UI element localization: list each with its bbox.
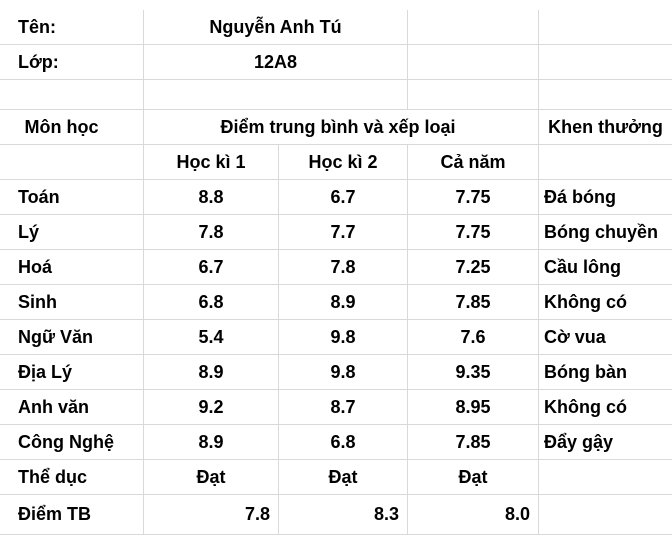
header-scores-group: Điểm trung bình và xếp loại <box>144 110 539 145</box>
sem2-score-cell: Đạt <box>279 460 408 495</box>
reward-cell: Đá bóng <box>539 180 672 215</box>
subject-cell: Lý <box>0 215 144 250</box>
reward-cell: Không có <box>539 285 672 320</box>
year-score-cell: 7.75 <box>408 215 539 250</box>
empty-cell <box>408 80 539 110</box>
subject-cell: Toán <box>0 180 144 215</box>
header-year: Cả năm <box>408 145 539 180</box>
empty-cell <box>408 10 539 45</box>
empty-cell <box>144 80 408 110</box>
header-reward: Khen thưởng <box>539 110 672 145</box>
reward-cell: Bóng bàn <box>539 355 672 390</box>
sem2-score-cell: 9.8 <box>279 355 408 390</box>
sem1-score-cell: 5.4 <box>144 320 279 355</box>
sem1-score-cell: 7.8 <box>144 215 279 250</box>
reward-cell: Cờ vua <box>539 320 672 355</box>
sem1-score-cell: 6.8 <box>144 285 279 320</box>
average-sem1: 7.8 <box>144 495 279 535</box>
empty-cell <box>539 10 672 45</box>
header-sem1: Học kì 1 <box>144 145 279 180</box>
empty-cell <box>0 80 144 110</box>
reward-cell: Không có <box>539 390 672 425</box>
reward-cell <box>539 460 672 495</box>
header-subject: Môn học <box>0 110 144 145</box>
sem2-score-cell: 7.7 <box>279 215 408 250</box>
average-label: Điểm TB <box>0 495 144 535</box>
empty-cell <box>539 80 672 110</box>
average-year: 8.0 <box>408 495 539 535</box>
empty-cell <box>0 145 144 180</box>
empty-cell <box>539 495 672 535</box>
subject-cell: Thể dục <box>0 460 144 495</box>
class-label: Lớp: <box>0 45 144 80</box>
sem2-score-cell: 6.8 <box>279 425 408 460</box>
header-sem2: Học kì 2 <box>279 145 408 180</box>
year-score-cell: 7.85 <box>408 285 539 320</box>
name-label: Tên: <box>0 10 144 45</box>
reward-cell: Đẩy gậy <box>539 425 672 460</box>
sem1-score-cell: 8.9 <box>144 425 279 460</box>
subject-cell: Hoá <box>0 250 144 285</box>
year-score-cell: 7.6 <box>408 320 539 355</box>
subject-cell: Anh văn <box>0 390 144 425</box>
subject-cell: Địa Lý <box>0 355 144 390</box>
subject-cell: Công Nghệ <box>0 425 144 460</box>
sem1-score-cell: Đạt <box>144 460 279 495</box>
sem1-score-cell: 9.2 <box>144 390 279 425</box>
reward-cell: Bóng chuyền <box>539 215 672 250</box>
name-value: Nguyễn Anh Tú <box>144 10 408 45</box>
year-score-cell: 7.75 <box>408 180 539 215</box>
year-score-cell: 8.95 <box>408 390 539 425</box>
year-score-cell: 7.25 <box>408 250 539 285</box>
year-score-cell: 7.85 <box>408 425 539 460</box>
year-score-cell: Đạt <box>408 460 539 495</box>
empty-cell <box>539 145 672 180</box>
sem1-score-cell: 6.7 <box>144 250 279 285</box>
sem1-score-cell: 8.9 <box>144 355 279 390</box>
sem2-score-cell: 6.7 <box>279 180 408 215</box>
sem2-score-cell: 7.8 <box>279 250 408 285</box>
year-score-cell: 9.35 <box>408 355 539 390</box>
subject-cell: Ngữ Văn <box>0 320 144 355</box>
average-sem2: 8.3 <box>279 495 408 535</box>
sem2-score-cell: 8.7 <box>279 390 408 425</box>
empty-cell <box>539 45 672 80</box>
subject-cell: Sinh <box>0 285 144 320</box>
sem2-score-cell: 8.9 <box>279 285 408 320</box>
reward-cell: Cầu lông <box>539 250 672 285</box>
sem2-score-cell: 9.8 <box>279 320 408 355</box>
class-value: 12A8 <box>144 45 408 80</box>
empty-cell <box>408 45 539 80</box>
sem1-score-cell: 8.8 <box>144 180 279 215</box>
